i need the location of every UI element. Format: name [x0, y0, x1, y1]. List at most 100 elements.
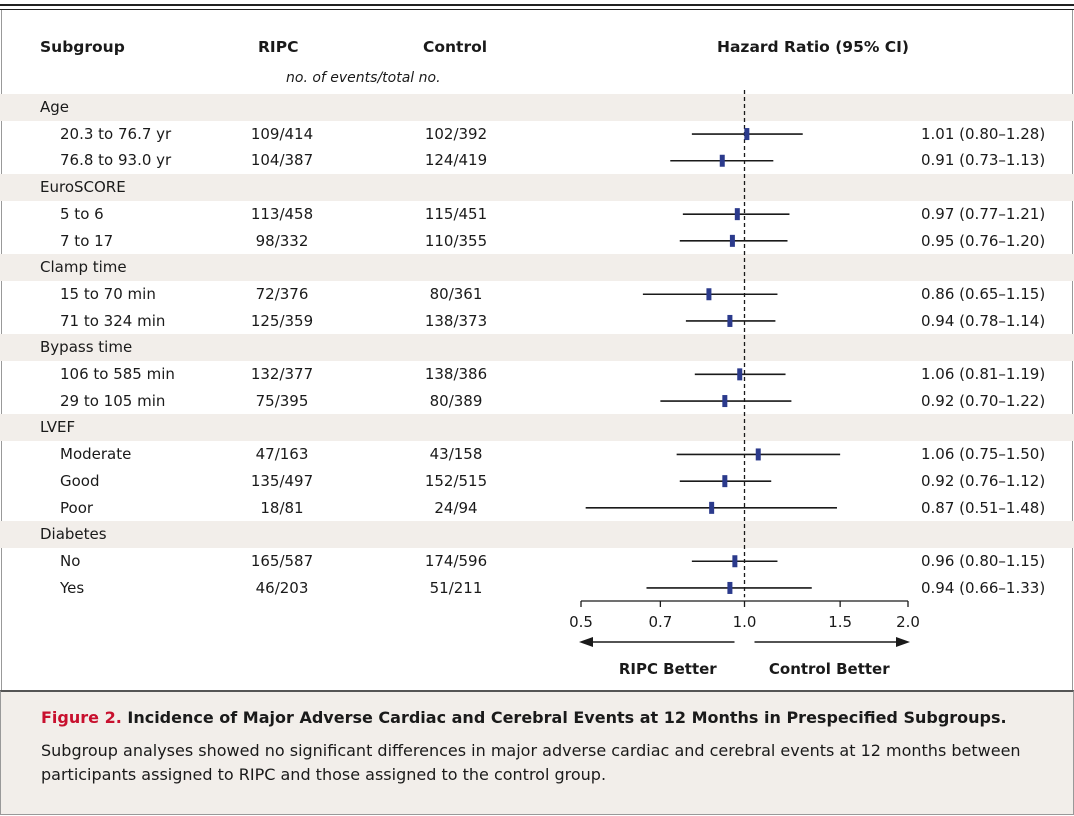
x-tick-label: 0.5: [569, 613, 593, 631]
hr-marker: [744, 128, 750, 141]
control-events: 174/596: [424, 551, 488, 570]
figure-caption: Figure 2. Incidence of Major Adverse Car…: [0, 690, 1074, 815]
hazard-ratio-text: 0.95 (0.76–1.20): [921, 231, 1046, 250]
group-row: EuroSCORE: [0, 174, 1074, 201]
subgroup-row: Yes 46/203 51/211 0.94 (0.66–1.33): [0, 575, 1074, 602]
hr-marker: [737, 368, 743, 381]
subgroup-row: 15 to 70 min 72/376 80/361 0.86 (0.65–1.15): [0, 281, 1074, 308]
ripc-events: 75/395: [255, 391, 309, 410]
hazard-ratio-text: 0.97 (0.77–1.21): [921, 204, 1046, 223]
x-tick-label: 0.7: [648, 613, 672, 631]
control-events: 24/94: [434, 498, 478, 517]
subgroup-label: Poor: [60, 498, 94, 517]
subgroup-row: 106 to 585 min 132/377 138/386 1.06 (0.81–1…: [0, 361, 1074, 388]
subgroup-label: 20.3 to 76.7 yr: [60, 124, 172, 143]
group-label: Bypass time: [40, 338, 133, 357]
ripc-events: 46/203: [255, 578, 309, 597]
control-events: 102/392: [424, 124, 488, 143]
caption-body: Subgroup analyses showed no significant …: [41, 741, 1021, 784]
control-events: 80/361: [429, 284, 483, 303]
header-subgroup: Subgroup: [40, 38, 125, 56]
hazard-ratio-text: 0.94 (0.78–1.14): [921, 311, 1046, 330]
subgroup-label: Yes: [60, 578, 85, 597]
subgroup-row: Poor 18/81 24/94 0.87 (0.51–1.48): [0, 495, 1074, 522]
ripc-events: 125/359: [250, 311, 314, 330]
subgroup-row: 20.3 to 76.7 yr 109/414 102/392 1.01 (0.80–…: [0, 121, 1074, 148]
subgroup-label: 7 to 17: [60, 231, 114, 250]
hazard-ratio-text: 0.92 (0.76–1.12): [921, 471, 1046, 490]
ripc-events: 104/387: [250, 151, 314, 170]
subgroup-label: Moderate: [60, 445, 132, 464]
right-direction-label: Control Better: [769, 660, 890, 678]
hazard-ratio-text: 1.01 (0.80–1.28): [921, 124, 1046, 143]
subgroup-label: 71 to 324 min: [60, 311, 166, 330]
top-rule-thin: [0, 9, 1074, 10]
left-direction-label: RIPC Better: [619, 660, 717, 678]
subgroup-label: 15 to 70 min: [60, 284, 156, 303]
control-events: 43/158: [429, 445, 483, 464]
right-arrow-head: [896, 637, 910, 647]
hr-marker: [709, 501, 715, 514]
ripc-events: 98/332: [255, 231, 309, 250]
ripc-events: 109/414: [250, 124, 314, 143]
subgroup-label: 29 to 105 min: [60, 391, 166, 410]
subgroup-row: 71 to 324 min 125/359 138/373 0.94 (0.78–1.…: [0, 308, 1074, 335]
subgroup-label: 5 to 6: [60, 204, 104, 223]
subgroup-label: No: [60, 551, 81, 570]
control-events: 152/515: [424, 471, 488, 490]
hazard-ratio-text: 0.91 (0.73–1.13): [921, 151, 1046, 170]
ripc-events: 135/497: [250, 471, 314, 490]
hr-marker: [722, 475, 728, 488]
subgroup-row: No 165/587 174/596 0.96 (0.80–1.15): [0, 548, 1074, 575]
subgroup-label: 106 to 585 min: [60, 365, 175, 383]
forest-plot: 0.5 0.7 1.0 1.5 2.0 RIPC Better Control Better: [569, 90, 920, 678]
subgroup-row: 7 to 17 98/332 110/355 0.95 (0.76–1.20): [0, 228, 1074, 255]
top-rule: [0, 4, 1074, 6]
group-label: Age: [40, 98, 70, 116]
ripc-events: 113/458: [250, 204, 314, 223]
control-events: 124/419: [424, 151, 488, 170]
hr-marker: [722, 395, 728, 408]
hazard-ratio-text: 0.87 (0.51–1.48): [921, 498, 1046, 517]
header-ripc: RIPC: [258, 38, 299, 56]
control-events: 138/373: [424, 311, 488, 330]
group-label: LVEF: [40, 418, 76, 437]
control-events: 115/451: [424, 204, 488, 223]
ripc-events: 47/163: [255, 445, 309, 464]
group-row: LVEF: [0, 414, 1074, 442]
control-events: 110/355: [424, 231, 488, 250]
hr-marker: [732, 555, 738, 568]
group-row: Clamp time: [0, 254, 1074, 281]
group-row: Bypass time: [0, 334, 1074, 361]
control-events: 80/389: [429, 391, 483, 410]
caption-title: Figure 2. Incidence of Major Adverse Car…: [41, 708, 1007, 727]
hr-marker: [706, 288, 712, 301]
left-arrow-head: [579, 637, 593, 647]
x-tick-label: 1.0: [733, 613, 757, 631]
subgroup-row: 29 to 105 min 75/395 80/389 0.92 (0.70–1.22…: [0, 388, 1074, 415]
ripc-events: 165/587: [250, 551, 314, 570]
figure-label: Figure 2.: [41, 708, 122, 727]
caption-title-text: Incidence of Major Adverse Cardiac and C…: [127, 708, 1007, 727]
subgroup-row: Moderate 47/163 43/158 1.06 (0.75–1.50): [0, 441, 1074, 468]
subgroup-row: 5 to 6 113/458 115/451 0.97 (0.77–1.21): [0, 201, 1074, 228]
x-tick-label: 2.0: [896, 613, 920, 631]
header-hazard-ratio: Hazard Ratio (95% CI): [717, 38, 910, 56]
hr-marker: [755, 448, 761, 461]
subgroup-label: 76.8 to 93.0 yr: [60, 151, 172, 170]
subgroup-label: Good: [60, 471, 100, 490]
subgroup-row: Good 135/497 152/515 0.92 (0.76–1.12): [0, 468, 1074, 495]
hazard-ratio-text: 1.06 (0.81–1.19): [921, 365, 1046, 383]
group-row: Diabetes: [0, 521, 1074, 548]
hr-marker: [727, 581, 733, 594]
hazard-ratio-text: 0.86 (0.65–1.15): [921, 284, 1046, 303]
ripc-events: 18/81: [260, 498, 304, 517]
subgroup-row: 76.8 to 93.0 yr 104/387 124/419 0.91 (0.73–…: [0, 147, 1074, 174]
group-label: Diabetes: [40, 525, 107, 544]
control-events: 51/211: [429, 578, 483, 597]
hazard-ratio-text: 0.94 (0.66–1.33): [921, 578, 1046, 597]
ripc-events: 132/377: [250, 365, 314, 383]
x-tick-label: 1.5: [828, 613, 852, 631]
header-control: Control: [423, 38, 488, 56]
hr-marker: [734, 208, 740, 221]
